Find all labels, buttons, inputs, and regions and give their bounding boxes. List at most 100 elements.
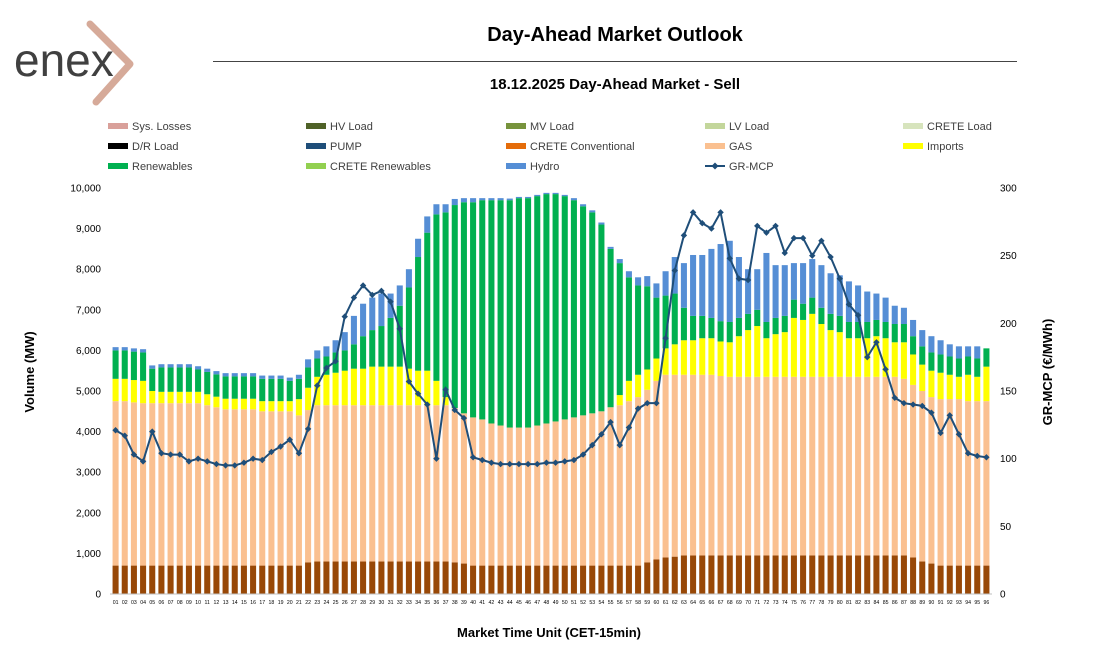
bar-imports xyxy=(424,370,431,406)
bar-renewables xyxy=(121,350,128,379)
bar-renewables xyxy=(534,196,541,426)
mcp-point xyxy=(919,402,926,410)
bar-hydro xyxy=(268,375,275,379)
bar-hydro xyxy=(855,285,862,322)
bar-renewables xyxy=(497,200,504,426)
bar-hydro xyxy=(570,198,577,201)
bar-imports xyxy=(616,395,623,406)
bar-lignite xyxy=(167,565,174,594)
bar-hydro xyxy=(616,259,623,264)
bar-hydro xyxy=(809,259,816,298)
bar-gas xyxy=(259,411,266,566)
bar-imports xyxy=(405,368,412,406)
bar-imports xyxy=(240,398,247,410)
bar-renewables xyxy=(589,212,596,414)
bar-gas xyxy=(790,376,797,556)
x-tick-label: 68 xyxy=(727,600,733,606)
x-tick-label: 64 xyxy=(690,600,696,606)
mcp-point xyxy=(781,249,788,257)
legend-item-crete-load: CRETE Load xyxy=(903,121,992,133)
y-tick-label: 8,000 xyxy=(76,265,101,276)
bar-renewables xyxy=(525,198,532,428)
bar-lignite xyxy=(130,565,137,594)
bar-hydro xyxy=(607,246,614,249)
bar-lignite xyxy=(451,562,458,594)
bar-series xyxy=(112,192,990,594)
x-tick-label: 15 xyxy=(241,600,247,606)
bar-hydro xyxy=(158,364,165,368)
bar-hydro xyxy=(323,346,330,357)
bar-gas xyxy=(616,405,623,566)
bar-lignite xyxy=(882,555,889,594)
bar-hydro xyxy=(717,244,724,322)
bar-hydro xyxy=(305,359,312,368)
mcp-point xyxy=(515,460,523,468)
bar-imports xyxy=(250,398,257,410)
bar-renewables xyxy=(790,299,797,318)
bar-lignite xyxy=(415,561,422,594)
bar-lignite xyxy=(864,555,871,594)
y-tick-label: 1,000 xyxy=(76,549,101,560)
bar-gas xyxy=(946,399,953,566)
bar-imports xyxy=(112,378,119,402)
mcp-point xyxy=(616,441,623,449)
bar-imports xyxy=(231,398,238,410)
mcp-point xyxy=(442,386,449,393)
bar-renewables xyxy=(360,336,367,369)
bar-gas xyxy=(580,415,587,566)
x-tick-label: 09 xyxy=(186,600,192,606)
x-tick-label: 40 xyxy=(470,600,476,606)
bar-lignite xyxy=(644,562,651,594)
bar-hydro xyxy=(745,269,752,314)
bar-lignite xyxy=(965,565,972,594)
x-tick-label: 77 xyxy=(809,600,815,606)
bar-renewables xyxy=(552,194,559,422)
bar-imports xyxy=(690,340,697,375)
bar-hydro xyxy=(286,377,293,381)
x-tick-label: 54 xyxy=(599,600,605,606)
bar-imports xyxy=(699,338,706,375)
x-tick-label: 28 xyxy=(360,600,366,606)
bar-hydro xyxy=(680,263,687,308)
bar-imports xyxy=(323,374,330,406)
bar-hydro xyxy=(790,263,797,300)
x-tick-label: 04 xyxy=(140,600,146,606)
bar-hydro xyxy=(295,374,302,379)
bar-hydro xyxy=(818,265,825,308)
bar-imports xyxy=(726,342,733,377)
bar-imports xyxy=(809,313,816,377)
bar-gas xyxy=(286,411,293,566)
mcp-point xyxy=(341,313,348,320)
bar-lignite xyxy=(277,565,284,594)
bar-imports xyxy=(378,366,385,406)
bar-renewables xyxy=(855,321,862,339)
bar-hydro xyxy=(900,307,907,325)
mcp-point xyxy=(708,225,715,232)
bar-hydro xyxy=(506,198,513,201)
mcp-point xyxy=(268,448,275,456)
bar-renewables xyxy=(259,378,266,402)
x-tick-label: 34 xyxy=(415,600,421,606)
legend-label: D/R Load xyxy=(132,141,178,153)
bar-renewables xyxy=(910,336,917,355)
bar-lignite xyxy=(286,565,293,594)
bar-lignite xyxy=(580,565,587,594)
bar-gas xyxy=(240,409,247,566)
bar-renewables xyxy=(506,200,513,428)
legend-swatch xyxy=(506,143,526,149)
bar-lignite xyxy=(515,565,522,594)
bar-renewables xyxy=(735,317,742,337)
bar-imports xyxy=(928,370,935,398)
bar-hydro xyxy=(965,346,972,357)
y-tick-label: 7,000 xyxy=(76,305,101,316)
bar-hydro xyxy=(589,210,596,213)
bar-lignite xyxy=(910,557,917,594)
bar-imports xyxy=(360,368,367,406)
x-tick-label: 82 xyxy=(855,600,861,606)
bar-lignite xyxy=(735,555,742,594)
mcp-point xyxy=(488,459,495,466)
bar-gas xyxy=(295,415,302,566)
bar-hydro xyxy=(360,303,367,337)
bar-lignite xyxy=(369,561,376,594)
x-tick-label: 87 xyxy=(901,600,907,606)
